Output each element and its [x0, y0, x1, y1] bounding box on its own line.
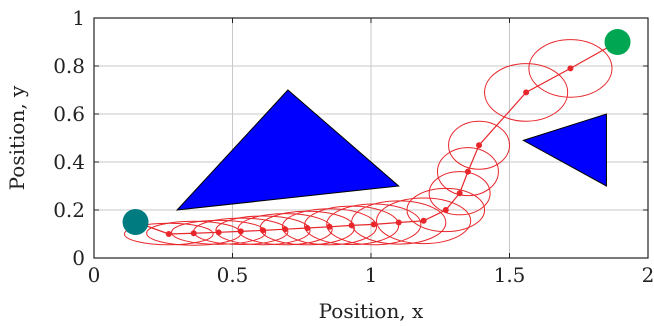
- trajectory-point-7: [326, 223, 333, 230]
- trajectory-point-6: [304, 225, 311, 231]
- uncertainty-ellipse-13: [428, 171, 491, 216]
- trajectory-point-11: [420, 217, 427, 224]
- trajectory-point-3: [237, 228, 244, 235]
- trajectory-point-4: [259, 227, 266, 234]
- trajectory-point-12: [442, 207, 449, 213]
- x-tick-label-1: 0.5: [217, 263, 249, 287]
- trajectory-point-5: [282, 226, 289, 233]
- x-axis-title: Position, x: [319, 299, 424, 323]
- y-tick-label-2: 0.4: [53, 150, 85, 174]
- trajectory-point-9: [370, 221, 377, 228]
- trajectory-point-8: [348, 222, 355, 229]
- trajectory-point-1: [190, 230, 197, 237]
- trajectory-point-14: [464, 168, 471, 175]
- y-tick-label-5: 1: [72, 6, 85, 30]
- trajectory-point-2: [215, 229, 222, 236]
- x-tick-label-4: 2: [642, 263, 654, 287]
- trajectory-point-10: [395, 219, 402, 226]
- x-tick-label-3: 1.5: [494, 263, 526, 287]
- trajectory-point-13: [456, 190, 463, 197]
- y-tick-label-0: 0: [72, 246, 85, 270]
- uncertainty-ellipse-17: [528, 39, 613, 98]
- trajectory: [135, 41, 618, 237]
- uncertainty-ellipse-2: [171, 219, 267, 245]
- uncertainty-ellipse-11: [376, 197, 472, 245]
- trajectory-point-0: [165, 231, 172, 237]
- uncertainty-ellipse-14: [436, 147, 499, 197]
- trajectory-point-15: [476, 142, 483, 149]
- trajectory-point-16: [523, 89, 530, 96]
- trajectory-line: [135, 41, 618, 235]
- x-tick-label-2: 1: [365, 263, 378, 287]
- trajectory-point-17: [567, 65, 574, 72]
- y-tick-label-4: 0.8: [53, 54, 85, 78]
- y-axis-title: Position, y: [5, 85, 29, 190]
- uncertainty-ellipse-16: [484, 63, 569, 122]
- x-tick-label-0: 0: [88, 263, 101, 287]
- uncertainty-ellipse-4: [215, 215, 311, 246]
- start-marker: [122, 209, 149, 235]
- y-tick-labels: 0 0.2 0.4 0.6 0.8 1: [53, 6, 85, 270]
- x-tick-labels: 0 0.5 1 1.5 2: [88, 263, 654, 287]
- obstacle-triangle-2: [522, 113, 607, 187]
- obstacle-triangle-1: [175, 89, 400, 211]
- obstacles: [175, 89, 607, 211]
- goal-marker: [604, 29, 631, 55]
- y-tick-label-3: 0.6: [53, 102, 85, 126]
- y-tick-label-1: 0.2: [53, 198, 85, 222]
- uncertainty-ellipse-15: [448, 120, 510, 170]
- start-goal-markers: [122, 29, 631, 235]
- axis-ticks: [93, 17, 649, 259]
